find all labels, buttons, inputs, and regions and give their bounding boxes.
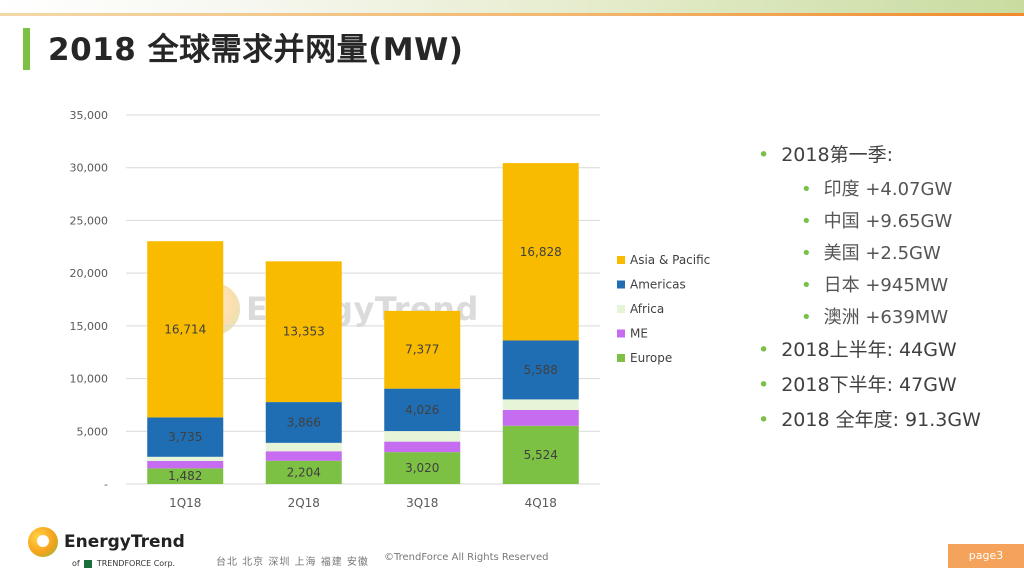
bar-segment-me	[265, 451, 342, 461]
bar-segment-me	[384, 441, 461, 453]
sub-bullet-item: • 印度 +4.07GW	[758, 175, 1020, 201]
bullet-dot-icon: •	[801, 275, 812, 296]
bullet-text: 2018 全年度: 91.3GW	[781, 409, 981, 431]
bullet-item: • 2018第一季:	[758, 140, 1020, 167]
bullet-text: 2018第一季:	[781, 144, 893, 166]
bar-segment-americas	[502, 340, 579, 400]
bar-segment-africa	[384, 431, 461, 442]
bar-segment-africa	[147, 456, 224, 461]
legend-swatch-europe	[617, 354, 625, 362]
title-accent-bar	[23, 28, 30, 70]
sub-bullet-text: 中国 +9.65GW	[823, 211, 953, 232]
summary-bullets: • 2018第一季: • 印度 +4.07GW • 中国 +9.65GW • 美国 +2.5G…	[758, 140, 1020, 440]
footer-logo-sub-prefix: of	[72, 559, 80, 568]
legend-swatch-americas	[617, 280, 625, 289]
bar-segment-me	[502, 409, 579, 426]
legend-label: ME	[630, 327, 648, 341]
y-tick-label: 35,000	[70, 109, 109, 122]
page-number-badge: page3	[948, 544, 1024, 568]
bullet-dot-icon: •	[801, 307, 812, 328]
bar-segment-asia-pacific	[384, 310, 461, 389]
bar-segment-europe	[502, 425, 579, 484]
y-tick-label: 30,000	[70, 162, 109, 175]
bullet-item: • 2018上半年: 44GW	[758, 335, 1020, 362]
x-tick-label: 3Q18	[406, 496, 438, 510]
data-label: 3,866	[287, 415, 321, 429]
legend-label: Africa	[630, 302, 664, 316]
sub-bullet-item: • 中国 +9.65GW	[758, 207, 1020, 233]
bar-segment-americas	[147, 417, 224, 457]
bar-segment-asia-pacific	[265, 261, 342, 403]
bar-segment-europe	[384, 452, 461, 484]
bullet-text: 2018上半年: 44GW	[781, 339, 957, 361]
y-tick-label: 5,000	[77, 425, 109, 438]
footer-logo-sub-brand: TRENDFORCE Corp.	[96, 559, 176, 568]
y-tick-label: -	[104, 478, 108, 491]
bullet-item: • 2018下半年: 47GW	[758, 370, 1020, 397]
top-accent-line	[0, 13, 1024, 16]
data-label: 13,353	[283, 325, 325, 339]
y-tick-label: 10,000	[70, 373, 109, 386]
bar-segment-africa	[265, 442, 342, 452]
data-label: 1,482	[168, 469, 202, 483]
legend-label: Asia & Pacific	[630, 253, 710, 267]
sub-bullet-list: • 印度 +4.07GW • 中国 +9.65GW • 美国 +2.5GW • 日本 +945…	[758, 175, 1020, 329]
data-label: 3,020	[405, 461, 439, 475]
data-label: 7,377	[405, 343, 439, 357]
footer-logo-name: EnergyTrend	[64, 531, 185, 552]
x-tick-label: 2Q18	[288, 496, 320, 510]
bullet-dot-icon: •	[758, 374, 770, 396]
footer-cities: 台北 北京 深圳 上海 福建 安徽	[216, 557, 369, 568]
bar-segment-americas	[265, 402, 342, 443]
bar-segment-africa	[502, 399, 579, 410]
footer-copyright: ©TrendForce All Rights Reserved	[384, 552, 549, 563]
energytrend-logo-icon	[28, 527, 58, 557]
sub-bullet-text: 美国 +2.5GW	[823, 243, 941, 264]
bar-segment-europe	[147, 468, 224, 484]
sub-bullet-item: • 美国 +2.5GW	[758, 239, 1020, 265]
data-label: 16,828	[520, 245, 562, 259]
bar-segment-americas	[384, 388, 461, 432]
bar-segment-europe	[265, 460, 342, 484]
legend-label: Europe	[630, 351, 672, 365]
data-label: 3,735	[168, 430, 202, 444]
bullet-dot-icon: •	[801, 179, 812, 200]
y-tick-label: 15,000	[70, 320, 109, 333]
data-label: 5,524	[524, 448, 558, 462]
sub-bullet-text: 印度 +4.07GW	[823, 179, 953, 200]
legend-swatch-asia-pacific	[617, 256, 625, 264]
y-tick-label: 20,000	[70, 267, 109, 280]
footer-logo: EnergyTrend	[28, 527, 185, 557]
bar-segment-me	[147, 460, 224, 469]
bullet-dot-icon: •	[801, 211, 812, 232]
trendforce-icon	[84, 559, 93, 568]
page-title: 2018 全球需求并网量(MW)	[48, 32, 464, 68]
bullet-text: 2018下半年: 47GW	[781, 374, 957, 396]
top-gradient-bar	[0, 0, 1024, 16]
bar-segment-asia-pacific	[502, 163, 579, 341]
sub-bullet-item: • 澳洲 +639MW	[758, 303, 1020, 329]
legend-swatch-africa	[617, 305, 625, 313]
bullet-dot-icon: •	[758, 144, 770, 166]
sub-bullet-text: 日本 +945MW	[823, 275, 949, 296]
bullet-dot-icon: •	[801, 243, 812, 264]
data-label: 5,588	[524, 363, 558, 377]
bullet-dot-icon: •	[758, 409, 770, 431]
bullet-item: • 2018 全年度: 91.3GW	[758, 405, 1020, 432]
footer-logo-sub: of TRENDFORCE Corp.	[72, 559, 175, 568]
data-label: 4,026	[405, 403, 439, 417]
bar-segment-asia-pacific	[147, 241, 224, 418]
sub-bullet-item: • 日本 +945MW	[758, 271, 1020, 297]
data-label: 2,204	[287, 465, 321, 479]
x-tick-label: 1Q18	[169, 496, 201, 510]
x-tick-label: 4Q18	[525, 496, 557, 510]
bullet-dot-icon: •	[758, 339, 770, 361]
data-label: 16,714	[164, 322, 206, 336]
legend-swatch-me	[617, 329, 625, 338]
legend-label: Americas	[630, 278, 686, 292]
y-tick-label: 25,000	[70, 214, 109, 227]
sub-bullet-text: 澳洲 +639MW	[823, 307, 949, 328]
